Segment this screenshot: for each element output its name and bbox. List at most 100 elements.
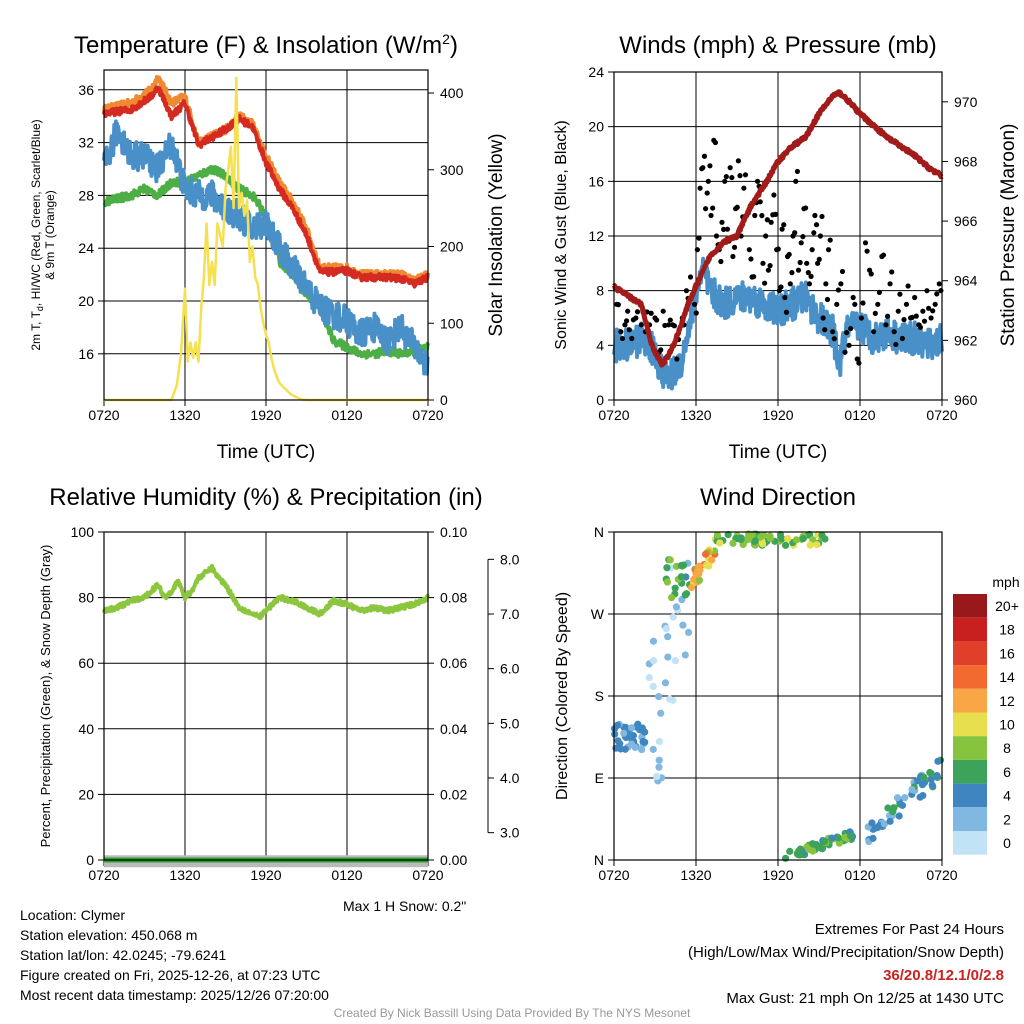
gust-point [850,294,856,301]
gust-point [831,336,837,342]
y-tick-label: 28 [78,187,94,203]
y-tick-label: 0 [596,392,604,408]
direction-point [760,531,768,539]
gust-point [658,347,664,353]
direction-point [713,531,722,539]
gust-point [615,302,621,308]
direction-point [920,779,928,787]
gust-point [671,323,678,329]
gust-point [930,308,936,314]
gust-point [893,341,899,348]
direction-point [927,775,935,784]
plot-frame [613,531,943,861]
colorbar-swatch [953,831,987,855]
colorbar-unit: mph [992,574,1019,590]
gust-point [794,168,801,175]
gust-point [897,291,903,297]
direction-point [708,556,716,564]
y-tick-label: S [595,688,604,704]
direction-point [649,745,657,753]
x-tick-label: 0720 [412,867,443,883]
direction-point [927,769,935,778]
direction-point [636,726,644,734]
gust-points [614,137,944,366]
y3-tick-label: 6.0 [500,661,520,677]
grid-lines: 0720 1320 1920 0120 0720 16 20 24 28 32 36 [78,70,444,423]
y-tick-label: N [594,852,604,868]
colorbar-swatch [953,759,987,784]
colorbar-swatch [953,688,987,713]
gust-point [767,263,773,269]
direction-point [799,535,807,543]
colorbar-label: 16 [999,645,1015,661]
gust-point [797,259,803,266]
direction-point [649,682,657,691]
y-tick-label: 20 [78,293,94,309]
gust-point [623,318,630,324]
gust-point [789,270,795,276]
extremes-values: 36/20.8/12.1/0/2.8 [883,967,1004,984]
direction-point [933,772,941,780]
direction-point [653,772,661,781]
y-tick-label: 20 [588,119,604,135]
gust-point [813,222,820,228]
direction-point [792,536,800,544]
gust-point [860,300,866,306]
direction-point [681,651,689,659]
y-tick-label: 36 [78,82,94,98]
gust-point [912,294,918,301]
y-tick-label: 16 [78,346,94,362]
direction-point [694,570,702,578]
colorbar-label: 10 [999,717,1015,733]
direction-point [664,633,672,641]
y2-tick-label: 964 [954,273,978,289]
gust-point [648,310,654,316]
humidity-panel: Relative Humidity (%) & Precipitation (i… [38,484,520,883]
temperature-title: Temperature (F) & Insolation (W/m2) [74,31,458,59]
gust-point [626,327,632,333]
created-text: Figure created on Fri, 2025-12-26, at 07… [20,967,321,983]
y-tick-label: 20 [78,786,94,802]
gust-point [909,314,915,320]
winds-xlabel: Time (UTC) [729,442,828,463]
speed-colorbar: mph 20+ 18 16 14 12 10 8 6 4 2 0 [953,574,1020,855]
direction-point [928,781,936,789]
y-tick-label: 8 [596,283,604,299]
gust-point [722,178,728,184]
y-tick-label: 4 [596,337,604,353]
wind-direction-title: Wind Direction [700,484,856,511]
latlon-text: Station lat/lon: 42.0245; -79.6241 [20,947,227,963]
colorbar-swatch [953,807,987,831]
x-tick-label: 1320 [169,407,200,423]
gust-point [660,308,666,314]
direction-point [613,721,622,729]
credit-text: Created By Nick Bassill Using Data Provi… [333,1006,691,1020]
gust-point [619,335,626,342]
gust-point [926,305,932,311]
gust-point [864,248,870,254]
extremes-title: Extremes For Past 24 Hours [814,921,1004,938]
gust-point [666,322,672,328]
gust-point [871,329,877,335]
direction-point [677,573,685,581]
station-info: Location: Clymer Station elevation: 450.… [20,905,329,1005]
temperature-ylabel-line2: & 9m T (Orange) [43,190,57,280]
gust-point [834,301,840,307]
gust-point [827,237,833,243]
y2-tick-label: 968 [954,153,978,169]
humidity-title: Relative Humidity (%) & Precipitation (i… [49,484,482,511]
gust-point [920,308,926,314]
direction-point [766,534,774,543]
gust-point [901,317,907,323]
gust-point [710,205,716,211]
gust-point [783,309,790,315]
winds-y2label: Station Pressure (Maroon) [998,124,1019,347]
colorbar-swatch [953,641,987,666]
gust-point [779,226,785,232]
temperature-panel: Temperature (F) & Insolation (W/m2) Time… [29,31,507,463]
x-tick-label: 0720 [926,407,957,423]
gust-point [917,324,924,330]
direction-point [895,812,903,820]
